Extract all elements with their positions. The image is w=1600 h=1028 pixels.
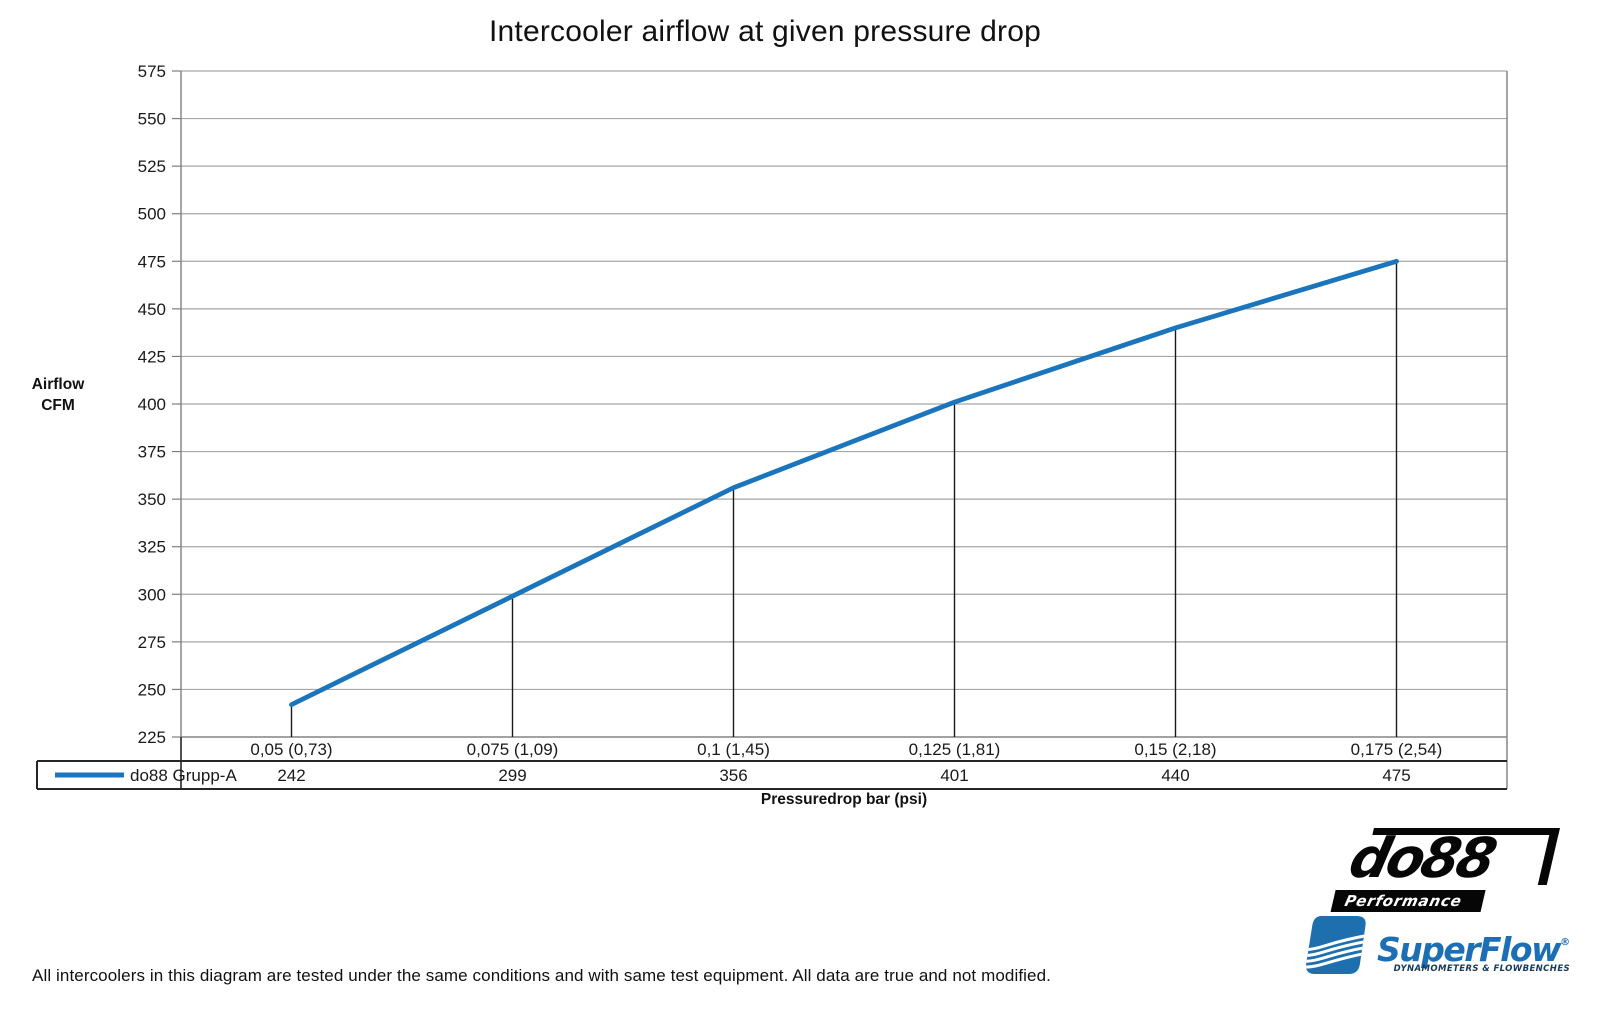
do88-logo-performance-bar: Performance: [1330, 890, 1486, 912]
x-category-label: 0,15 (2,18): [1134, 740, 1216, 759]
x-category-label: 0,075 (1,09): [467, 740, 559, 759]
do88-logo-wordmark: do88: [1343, 826, 1501, 890]
y-tick-label: 375: [138, 443, 166, 462]
y-tick-label: 350: [138, 490, 166, 509]
y-tick-label: 575: [138, 62, 166, 81]
y-axis-title-line1: Airflow: [31, 376, 85, 393]
data-table-value: 356: [719, 766, 747, 785]
y-axis-title-line2: CFM: [41, 397, 75, 414]
x-category-label: 0,175 (2,54): [1351, 740, 1443, 759]
superflow-tagline: DYNAMOMETERS & FLOWBENCHES: [1393, 964, 1571, 974]
x-category-label: 0,1 (1,45): [697, 740, 770, 759]
y-tick-label: 450: [138, 300, 166, 319]
series-line-do88-grupp-a: [289, 258, 1399, 708]
y-tick-label: 225: [138, 728, 166, 747]
y-axis-title: Airflow CFM: [18, 374, 98, 416]
y-tick-label: 400: [138, 395, 166, 414]
y-tick-label: 550: [138, 110, 166, 129]
legend-label: do88 Grupp-A: [130, 766, 237, 785]
data-table-value: 440: [1161, 766, 1189, 785]
y-tick-label: 475: [138, 252, 166, 271]
x-axis-title: Pressuredrop bar (psi): [760, 791, 928, 808]
superflow-wordmark: SuperFlow®: [1377, 927, 1570, 966]
x-category-label: 0,125 (1,81): [909, 740, 1001, 759]
superflow-name: SuperFlow: [1377, 930, 1562, 969]
superflow-logo: SuperFlow® DYNAMOMETERS & FLOWBENCHES: [1306, 915, 1570, 975]
data-table-value: 401: [940, 766, 968, 785]
x-category-label: 0,05 (0,73): [250, 740, 332, 759]
y-tick-label: 275: [138, 633, 166, 652]
footer-note: All intercoolers in this diagram are tes…: [32, 966, 1051, 985]
line-chart: 225 250 275 300 325 350 375 400 425 450 475 500 525 5…: [36, 62, 1508, 790]
y-tick-label: 250: [138, 680, 166, 699]
data-table-value: 242: [277, 766, 305, 785]
superflow-text-block: SuperFlow® DYNAMOMETERS & FLOWBENCHES: [1377, 927, 1570, 974]
data-table-value: 475: [1382, 766, 1410, 785]
chart-title: Intercooler airflow at given pressure dr…: [488, 15, 1041, 48]
superflow-wave-icon: [1306, 915, 1366, 975]
superflow-registered-mark: ®: [1560, 937, 1571, 948]
y-tick-label: 425: [138, 347, 166, 366]
data-table-value: 299: [498, 766, 526, 785]
do88-logo-right-line: [1537, 828, 1560, 885]
y-tick-label: 300: [138, 585, 166, 604]
y-tick-label: 500: [138, 205, 166, 224]
do88-logo: do88 Performance: [1330, 826, 1560, 914]
do88-logo-frame: do88 Performance: [1330, 826, 1560, 914]
y-tick-label: 325: [138, 538, 166, 557]
y-tick-label: 525: [138, 157, 166, 176]
